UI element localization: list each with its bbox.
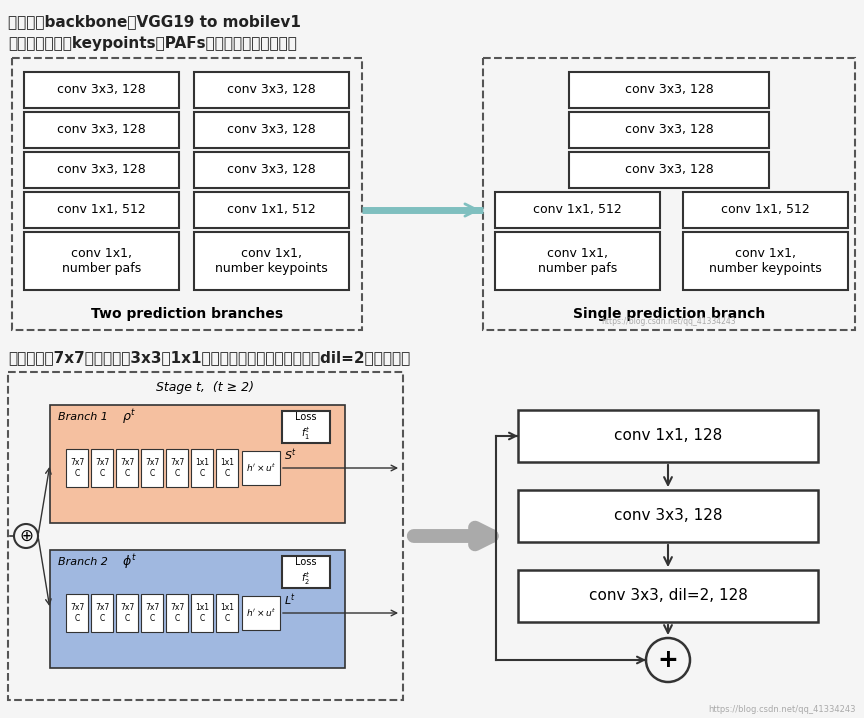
Text: Single prediction branch: Single prediction branch [573, 307, 766, 321]
Text: $h'\times u^t$: $h'\times u^t$ [246, 462, 276, 474]
Text: conv 3x3, 128: conv 3x3, 128 [57, 164, 146, 177]
Text: conv 3x3, 128: conv 3x3, 128 [625, 123, 714, 136]
FancyBboxPatch shape [518, 570, 818, 622]
FancyBboxPatch shape [242, 451, 280, 485]
Text: 7x7
C: 7x7 C [95, 458, 109, 477]
Text: conv 1x1, 512: conv 1x1, 512 [533, 203, 622, 217]
Text: 7x7
C: 7x7 C [170, 458, 184, 477]
Text: conv 1x1, 512: conv 1x1, 512 [721, 203, 810, 217]
Text: https://blog.csdn.net/qq_41334243: https://blog.csdn.net/qq_41334243 [708, 705, 856, 714]
FancyBboxPatch shape [216, 594, 238, 632]
Text: $L^t$: $L^t$ [284, 592, 296, 607]
FancyBboxPatch shape [518, 490, 818, 542]
FancyBboxPatch shape [24, 192, 179, 228]
Text: 7x7
C: 7x7 C [70, 458, 84, 477]
Text: conv 3x3, 128: conv 3x3, 128 [227, 123, 316, 136]
FancyBboxPatch shape [24, 232, 179, 290]
Text: Branch 1: Branch 1 [58, 412, 108, 422]
FancyBboxPatch shape [91, 594, 113, 632]
Text: 改进一：backbone：VGG19 to mobilev1: 改进一：backbone：VGG19 to mobilev1 [8, 14, 301, 29]
FancyBboxPatch shape [194, 152, 349, 188]
Bar [50, 550, 345, 668]
FancyBboxPatch shape [518, 410, 818, 462]
Text: 7x7
C: 7x7 C [145, 603, 159, 623]
FancyBboxPatch shape [194, 232, 349, 290]
FancyBboxPatch shape [191, 449, 213, 487]
Text: 改进三：把7x7的卷积换成3x3和1x1的卷积块，为保持视野，使用dil=2的空洞卷积: 改进三：把7x7的卷积换成3x3和1x1的卷积块，为保持视野，使用dil=2的空… [8, 350, 410, 365]
Text: 改进二：把生成keypoints和PAFs的两个网络合并成一个: 改进二：把生成keypoints和PAFs的两个网络合并成一个 [8, 36, 297, 51]
FancyBboxPatch shape [91, 449, 113, 487]
FancyBboxPatch shape [166, 449, 188, 487]
Text: 1x1
C: 1x1 C [195, 458, 209, 477]
Text: 7x7
C: 7x7 C [145, 458, 159, 477]
Text: conv 1x1,
number keypoints: conv 1x1, number keypoints [709, 247, 822, 275]
FancyBboxPatch shape [282, 411, 330, 443]
Text: 7x7
C: 7x7 C [170, 603, 184, 623]
FancyBboxPatch shape [166, 594, 188, 632]
Text: $S^t$: $S^t$ [284, 447, 297, 462]
Bar [483, 58, 855, 330]
Bar [50, 405, 345, 523]
Text: conv 1x1, 512: conv 1x1, 512 [227, 203, 316, 217]
FancyBboxPatch shape [569, 112, 769, 148]
FancyBboxPatch shape [569, 152, 769, 188]
FancyBboxPatch shape [141, 449, 163, 487]
Text: 7x7
C: 7x7 C [120, 458, 134, 477]
Text: Two prediction branches: Two prediction branches [91, 307, 283, 321]
Text: Loss
$f_2^t$: Loss $f_2^t$ [295, 557, 317, 587]
Text: conv 3x3, 128: conv 3x3, 128 [625, 164, 714, 177]
Text: Stage t,  (t ≥ 2): Stage t, (t ≥ 2) [156, 381, 255, 394]
Text: conv 3x3, 128: conv 3x3, 128 [57, 83, 146, 96]
Text: conv 1x1, 512: conv 1x1, 512 [57, 203, 146, 217]
FancyBboxPatch shape [141, 594, 163, 632]
Text: conv 1x1,
number keypoints: conv 1x1, number keypoints [215, 247, 327, 275]
FancyBboxPatch shape [569, 72, 769, 108]
Text: conv 3x3, 128: conv 3x3, 128 [227, 83, 316, 96]
FancyBboxPatch shape [683, 232, 848, 290]
Text: 7x7
C: 7x7 C [95, 603, 109, 623]
Text: ⊕: ⊕ [19, 527, 33, 545]
Text: 1x1
C: 1x1 C [220, 458, 234, 477]
Text: conv 1x1,
number pafs: conv 1x1, number pafs [538, 247, 617, 275]
Text: conv 3x3, 128: conv 3x3, 128 [625, 83, 714, 96]
Text: $\rho^t$: $\rho^t$ [122, 408, 137, 426]
FancyBboxPatch shape [24, 72, 179, 108]
FancyBboxPatch shape [116, 449, 138, 487]
FancyBboxPatch shape [216, 449, 238, 487]
Text: $h'\times u^t$: $h'\times u^t$ [246, 607, 276, 619]
Text: conv 1x1,
number pafs: conv 1x1, number pafs [62, 247, 141, 275]
Bar [8, 372, 403, 700]
Text: conv 3x3, 128: conv 3x3, 128 [57, 123, 146, 136]
Bar [12, 58, 362, 330]
Text: 1x1
C: 1x1 C [195, 603, 209, 623]
FancyBboxPatch shape [24, 152, 179, 188]
Text: https://blog.csdn.net/qq_41334243: https://blog.csdn.net/qq_41334243 [601, 317, 736, 326]
FancyBboxPatch shape [495, 192, 660, 228]
Text: 7x7
C: 7x7 C [70, 603, 84, 623]
Text: Branch 2: Branch 2 [58, 557, 108, 567]
FancyBboxPatch shape [242, 596, 280, 630]
Text: conv 3x3, 128: conv 3x3, 128 [613, 508, 722, 523]
FancyBboxPatch shape [66, 449, 88, 487]
Text: $\phi^t$: $\phi^t$ [122, 553, 137, 572]
Text: conv 3x3, 128: conv 3x3, 128 [227, 164, 316, 177]
FancyBboxPatch shape [194, 192, 349, 228]
FancyBboxPatch shape [683, 192, 848, 228]
FancyBboxPatch shape [495, 232, 660, 290]
Text: conv 3x3, dil=2, 128: conv 3x3, dil=2, 128 [588, 589, 747, 604]
Text: 7x7
C: 7x7 C [120, 603, 134, 623]
Text: conv 1x1, 128: conv 1x1, 128 [614, 429, 722, 444]
Text: +: + [658, 648, 678, 672]
FancyBboxPatch shape [66, 594, 88, 632]
FancyBboxPatch shape [24, 112, 179, 148]
FancyBboxPatch shape [282, 556, 330, 588]
FancyBboxPatch shape [116, 594, 138, 632]
FancyBboxPatch shape [191, 594, 213, 632]
Text: 1x1
C: 1x1 C [220, 603, 234, 623]
FancyBboxPatch shape [194, 112, 349, 148]
FancyBboxPatch shape [194, 72, 349, 108]
Text: Loss
$f_1^t$: Loss $f_1^t$ [295, 412, 317, 442]
